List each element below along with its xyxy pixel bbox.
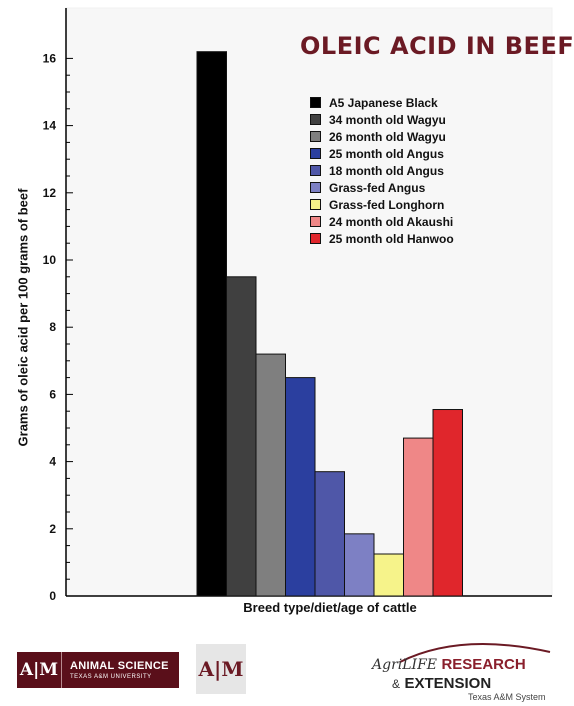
texas-am-mark-icon: A|M xyxy=(198,657,244,681)
legend-swatch xyxy=(310,114,321,125)
bar-chart: 0 2 4 6 8 10 12 14 16 xyxy=(43,7,553,603)
y-tick-label: 2 xyxy=(49,522,56,536)
y-tick-label: 8 xyxy=(49,320,56,334)
legend-swatch xyxy=(310,216,321,227)
legend-label: 25 month old Hanwoo xyxy=(329,231,454,246)
chart-title: OLEIC ACID IN BEEF xyxy=(300,32,574,60)
legend-swatch xyxy=(310,165,321,176)
texas-am-logo: A|M xyxy=(196,644,246,694)
legend-label: 34 month old Wagyu xyxy=(329,112,446,127)
bars xyxy=(196,51,463,597)
legend-item: Grass-fed Longhorn xyxy=(310,196,454,213)
legend-label: 24 month old Akaushi xyxy=(329,214,454,229)
y-tick-label: 4 xyxy=(49,455,56,469)
y-tick-label: 14 xyxy=(43,119,57,133)
agrilife-logo: AgriLIFE RESEARCH & EXTENSION Texas A&M … xyxy=(370,634,570,704)
legend: A5 Japanese Black 34 month old Wagyu 26 mo… xyxy=(310,94,454,247)
agrilife-line1: AgriLIFE RESEARCH xyxy=(372,656,526,674)
legend-label: Grass-fed Angus xyxy=(329,180,426,195)
bar-34-month-old-wagyu xyxy=(226,276,257,597)
atm-mark-icon: A|M xyxy=(17,652,62,688)
legend-label: 26 month old Wagyu xyxy=(329,129,446,144)
legend-label: Grass-fed Longhorn xyxy=(329,197,445,212)
x-axis-label: Breed type/diet/age of cattle xyxy=(243,600,417,615)
agrilife-system: Texas A&M System xyxy=(468,692,546,702)
legend-item: 18 month old Angus xyxy=(310,162,454,179)
agrilife-extension: EXTENSION xyxy=(404,675,492,692)
animal-science-subtitle: TEXAS A&M UNIVERSITY xyxy=(70,674,152,680)
legend-item: 24 month old Akaushi xyxy=(310,213,454,230)
bar-26-month-old-wagyu xyxy=(255,353,286,597)
bar-grass-fed-longhorn xyxy=(373,553,404,597)
y-tick-label: 12 xyxy=(43,186,57,200)
legend-swatch xyxy=(310,233,321,244)
y-tick-label: 0 xyxy=(49,589,56,603)
agrilife-line2: & EXTENSION xyxy=(392,675,491,693)
bar-grass-fed-angus xyxy=(344,533,375,597)
legend-item: Grass-fed Angus xyxy=(310,179,454,196)
legend-item: 26 month old Wagyu xyxy=(310,128,454,145)
legend-label: A5 Japanese Black xyxy=(329,95,438,110)
animal-science-wordmark: ANIMAL SCIENCE TEXAS A&M UNIVERSITY xyxy=(62,660,169,680)
legend-swatch xyxy=(310,148,321,159)
bar-24-month-old-akaushi xyxy=(403,437,434,597)
legend-item: 25 month old Hanwoo xyxy=(310,230,454,247)
agrilife-prefix: AgriLIFE xyxy=(372,657,438,673)
bar-a5-japanese-black xyxy=(196,51,227,597)
bar-25-month-old-hanwoo xyxy=(432,409,463,597)
bar-25-month-old-angus xyxy=(285,377,316,597)
footer-logos: A|M ANIMAL SCIENCE TEXAS A&M UNIVERSITY … xyxy=(0,630,574,706)
chart-area: 0 2 4 6 8 10 12 14 16 OLEIC ACID IN BEEF Grams o… xyxy=(15,7,574,615)
legend-label: 18 month old Angus xyxy=(329,163,444,178)
animal-science-logo: A|M ANIMAL SCIENCE TEXAS A&M UNIVERSITY xyxy=(17,652,179,688)
y-ticks: 0 2 4 6 8 10 12 14 16 xyxy=(43,51,73,603)
agrilife-amp: & xyxy=(392,677,401,691)
y-tick-label: 10 xyxy=(43,253,57,267)
y-axis-label: Grams of oleic acid per 100 grams of bee… xyxy=(15,188,31,447)
legend-swatch xyxy=(310,182,321,193)
legend-item: 34 month old Wagyu xyxy=(310,111,454,128)
legend-label: 25 month old Angus xyxy=(329,146,444,161)
y-tick-label: 16 xyxy=(43,51,57,65)
legend-swatch xyxy=(310,97,321,108)
y-tick-label: 6 xyxy=(49,387,56,401)
animal-science-title: ANIMAL SCIENCE xyxy=(70,660,169,672)
legend-item: 25 month old Angus xyxy=(310,145,454,162)
agrilife-swoosh-icon xyxy=(399,643,551,663)
legend-swatch xyxy=(310,199,321,210)
agrilife-research: RESEARCH xyxy=(441,656,526,673)
legend-item: A5 Japanese Black xyxy=(310,94,454,111)
bar-18-month-old-angus xyxy=(314,471,345,597)
legend-swatch xyxy=(310,131,321,142)
